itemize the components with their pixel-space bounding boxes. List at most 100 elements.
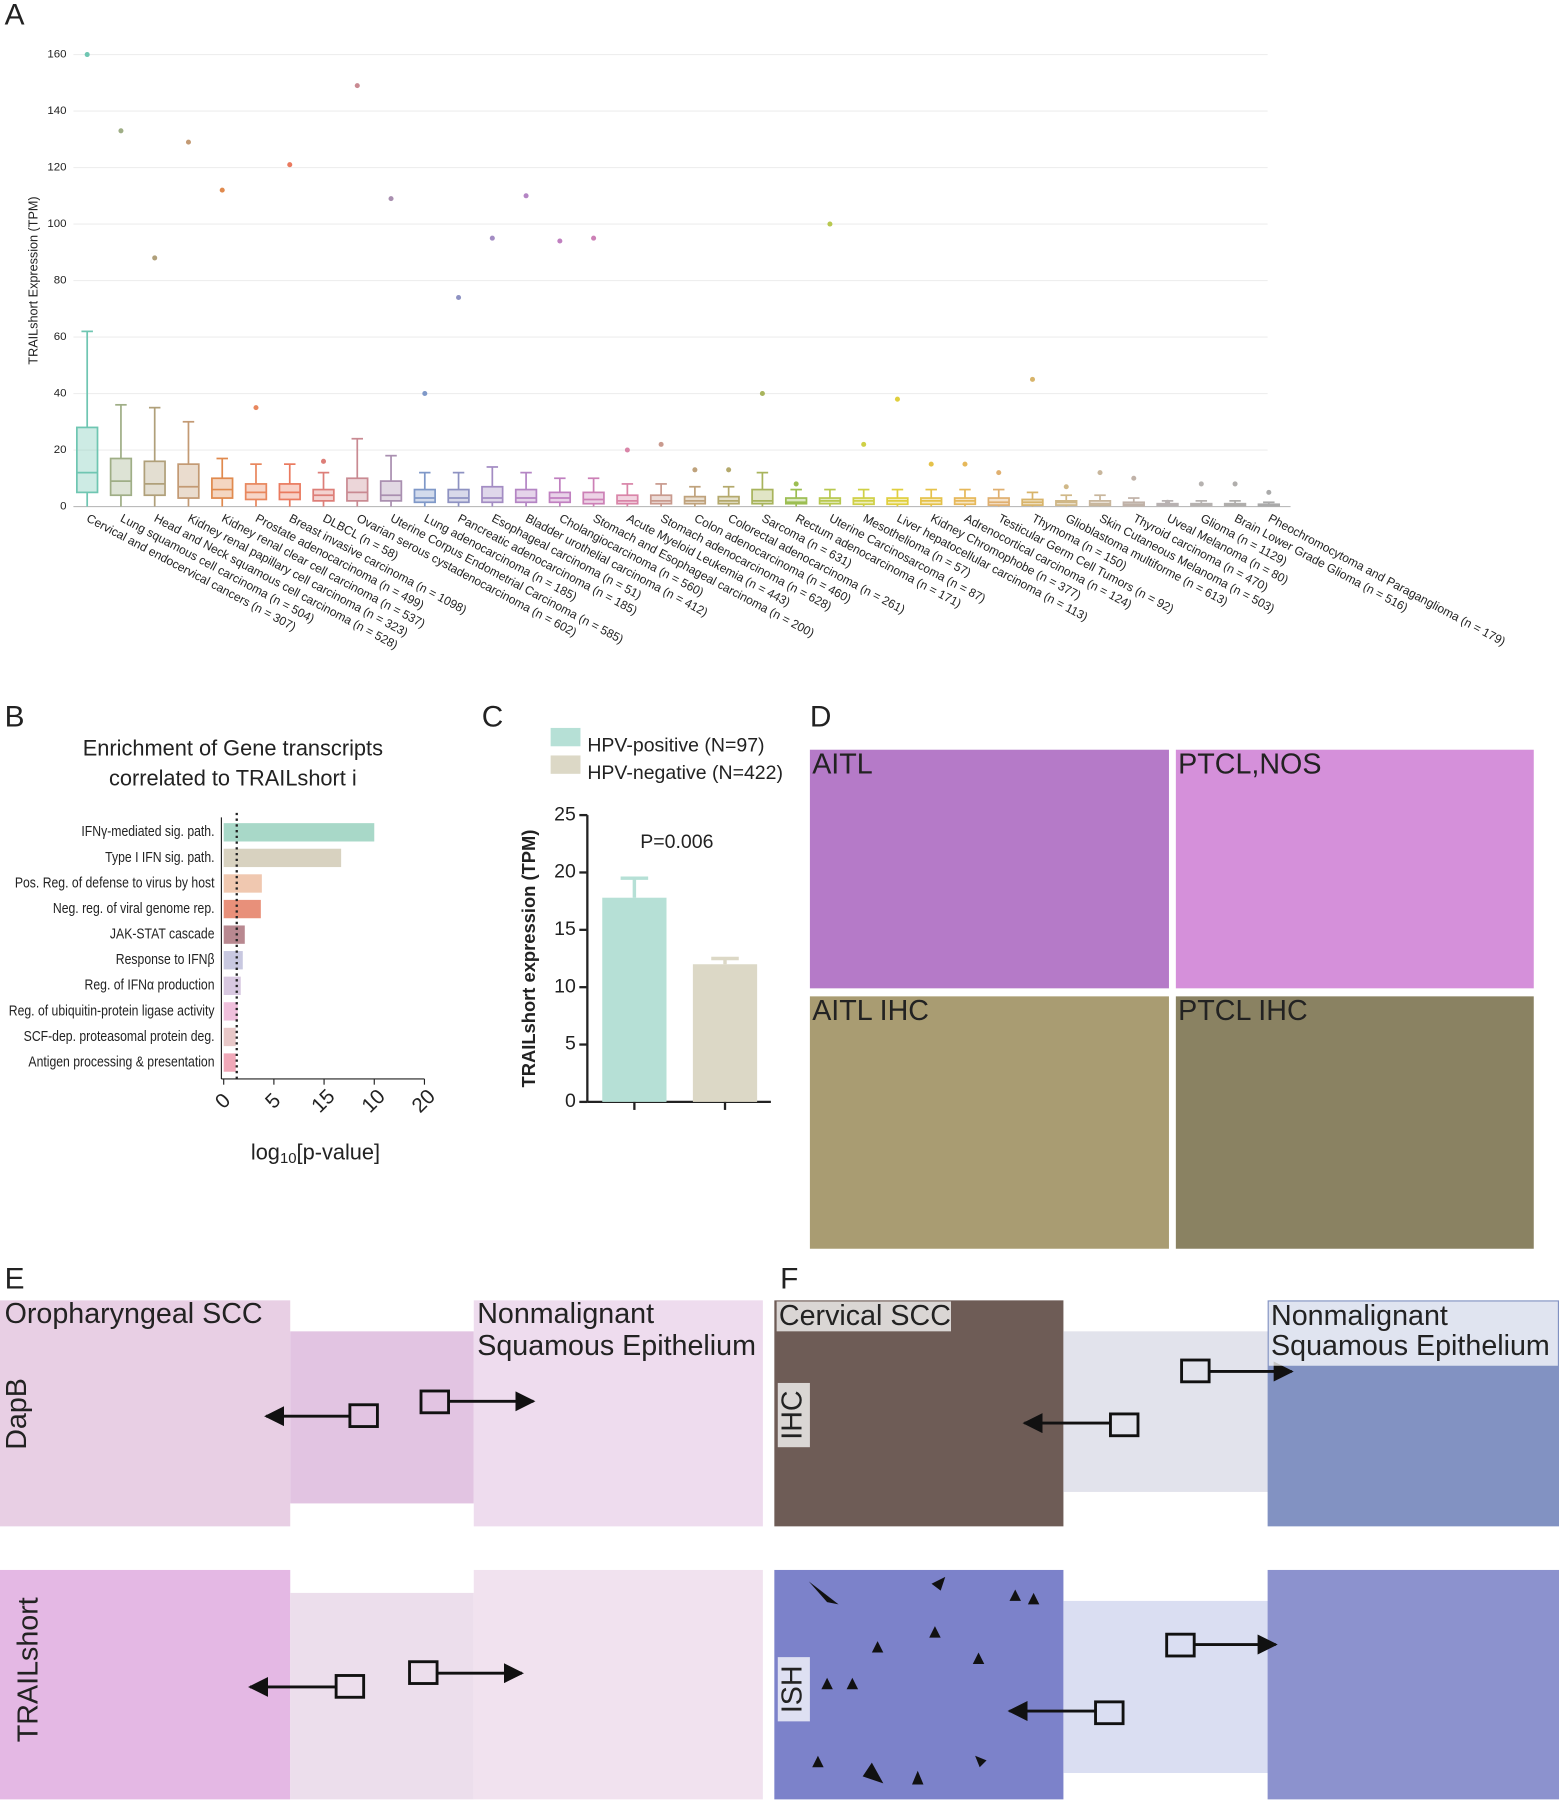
y-tick-label: SCF-dep. proteasomal protein deg. [24,1028,215,1044]
bar [223,925,245,944]
box [649,494,673,505]
bar [223,848,342,868]
y-tick-label: 100 [47,218,66,230]
image [0,1300,291,1527]
image-label: AITL IHC [812,995,929,1027]
bar [223,823,375,842]
image-aitl-ihc [809,996,1169,1249]
y-tick-label: Reg. of IFNα production [85,977,215,993]
outlier [861,441,867,447]
outlier [658,441,664,447]
box [75,426,99,494]
outlier [320,458,327,464]
outlier [624,447,630,453]
y-tick-label: 15 [554,918,576,940]
outlier [1232,481,1238,487]
bar [223,951,243,970]
panel-label: C [482,701,504,734]
outlier [557,238,563,244]
y-tick-label: Response to IFNβ [116,951,215,967]
outlier [692,467,698,473]
outlier [456,294,462,301]
legend-label: HPV-negative (N=422) [587,762,783,784]
outlier [1165,499,1171,505]
bar [692,964,758,1102]
x-tick-label: 5 [261,1089,285,1113]
box [514,488,538,504]
image [1267,1569,1559,1800]
panel-label: B [5,701,25,734]
row-label: DapB [1,1378,33,1450]
box [109,457,133,497]
image [0,1569,291,1800]
y-tick-label: JAK-STAT cascade [110,925,215,941]
y-tick-label: 25 [554,803,576,825]
label-bg [777,1657,810,1722]
label-bg [776,1301,952,1332]
legend-swatch [550,727,581,747]
outlier [388,196,394,202]
panel-label: D [810,701,832,734]
chart-title: correlated to TRAILshort i [109,765,357,790]
box [481,485,504,504]
box [177,463,200,499]
y-tick-label: 0 [565,1090,576,1112]
image-title: Nonmalignant [477,1298,654,1330]
y-tick-label: 160 [47,49,66,61]
bar [223,1002,238,1021]
outlier [84,52,90,58]
box [346,477,369,502]
y-axis-label: TRAILshort Expression (TPM) [27,196,41,364]
box [784,497,808,505]
panel-label: A [5,0,25,32]
y-tick-label: 20 [554,861,576,883]
image-title: Nonmalignant [1271,1300,1448,1332]
legend-label: HPV-positive (N=97) [587,734,764,756]
outlier [253,405,259,411]
legend-swatch [550,755,581,774]
bar [223,1053,236,1072]
y-tick-label: 40 [54,388,67,400]
y-tick-label: Neg. reg. of viral genome rep. [53,900,215,916]
label-bg [1268,1301,1558,1366]
annotations [248,1358,1294,1726]
row-label: ISH [776,1665,808,1713]
outlier [1097,470,1103,476]
image-label: PTCL,NOS [1178,748,1321,780]
y-tick-label: 60 [54,331,67,343]
image-aitl [809,749,1169,989]
y-tick-label: 5 [565,1033,576,1055]
x-axis-label-part: [p-value] [297,1139,381,1164]
bar [602,897,667,1102]
image [473,1300,763,1527]
outlier [1198,481,1204,487]
x-tick-label: 15 [307,1085,339,1117]
outlier [928,461,934,467]
image [774,1300,1064,1527]
outlier [152,255,158,261]
outlier [489,235,495,241]
box [379,480,403,502]
y-tick-label: 10 [554,975,576,997]
y-tick-label: Pos. Reg. of defense to virus by host [15,874,215,890]
y-tick-label: Antigen processing & presentation [28,1053,214,1069]
image-ptcl-ihc [1175,996,1534,1249]
image-title: Squamous Epithelium [477,1330,756,1362]
bar [223,874,262,893]
y-tick-label: 80 [54,275,67,287]
x-tick-label: 20 [407,1085,439,1117]
y-tick-label: Type I IFN sig. path. [105,849,214,865]
y-tick-label: 120 [47,162,66,174]
image-label: PTCL IHC [1178,995,1308,1027]
image [1063,1331,1270,1492]
panel-label: E [5,1263,25,1296]
y-tick-label: 140 [47,105,66,117]
arrowheads [808,1576,1040,1785]
outlier [287,162,293,168]
box [616,494,639,505]
x-tick-label: 10 [357,1085,389,1117]
bar [223,1027,236,1047]
box [413,488,436,504]
outlier [1063,484,1069,490]
y-tick-label: IFNγ-mediated sig. path. [81,823,214,839]
